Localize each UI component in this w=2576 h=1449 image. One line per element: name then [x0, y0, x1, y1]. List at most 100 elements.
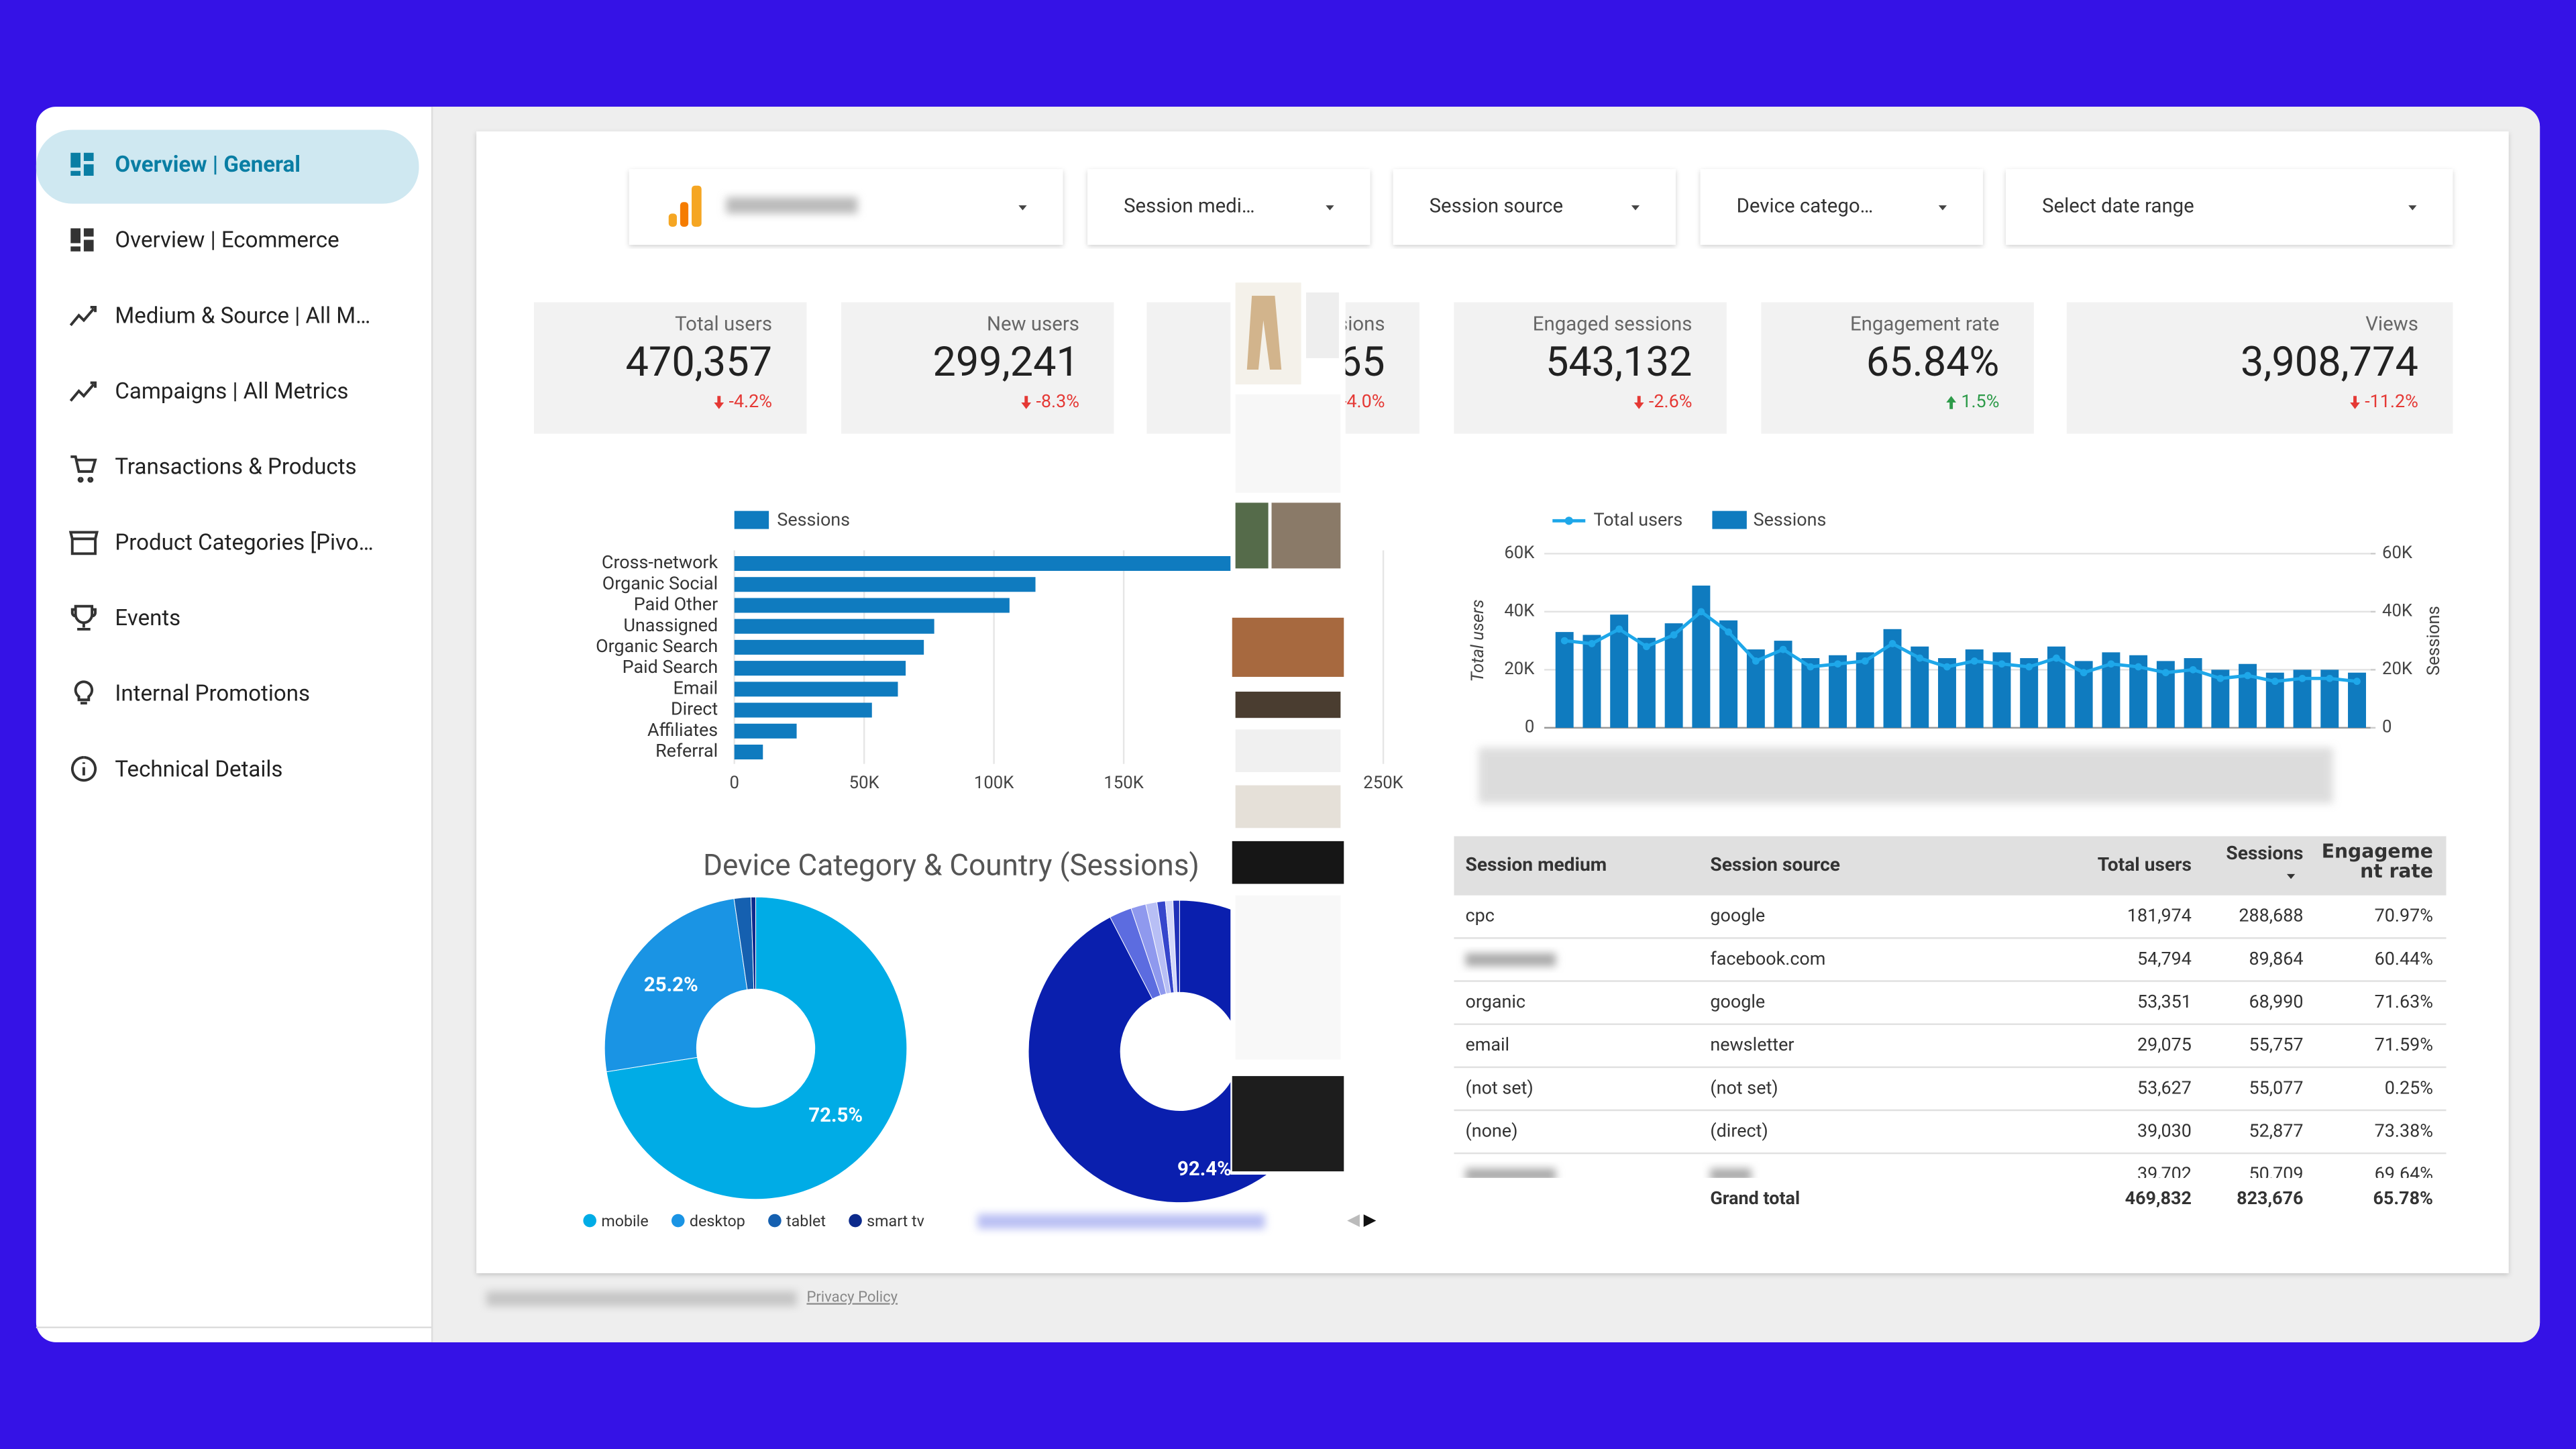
slice-label: 72.5%: [808, 1104, 863, 1127]
bar: [1637, 637, 1656, 728]
category-label: Organic Search: [596, 635, 718, 657]
nav-item[interactable]: Events: [115, 605, 180, 631]
legend-dot: [1564, 517, 1573, 525]
blurred-cell: [1710, 1168, 1752, 1178]
filter-label: Session medi…: [1124, 195, 1254, 217]
delta-arrow: [1021, 396, 1032, 409]
table-header: [1454, 836, 2447, 896]
bar: [734, 702, 872, 718]
table-cell: 55,077: [2249, 1077, 2304, 1098]
line-point: [1615, 625, 1623, 633]
nav-icon: [68, 531, 99, 555]
legend-label: desktop: [690, 1212, 745, 1230]
legend-next[interactable]: ▶: [1364, 1210, 1377, 1229]
legend-prev[interactable]: ◀: [1347, 1210, 1360, 1229]
table-cell: facebook.com: [1710, 948, 1825, 969]
scorecard-delta: -2.6%: [1649, 390, 1693, 412]
category-label: Direct: [671, 698, 718, 720]
nav-item[interactable]: Product Categories [Pivo…: [115, 529, 373, 555]
nav-icon: [70, 228, 94, 252]
scorecard-label: Total users: [675, 313, 772, 336]
nav-item[interactable]: Medium & Source | All M…: [115, 303, 370, 329]
bar: [1555, 632, 1574, 728]
legend-label: Sessions: [1754, 508, 1827, 530]
nav-icon: [69, 306, 97, 327]
nav-item[interactable]: Technical Details: [115, 756, 282, 782]
column-header[interactable]: Session source: [1710, 853, 1840, 875]
line-point: [1643, 643, 1650, 651]
bar: [734, 682, 898, 697]
table-cell: 73.38%: [2375, 1120, 2433, 1141]
table-cell: (not set): [1465, 1077, 1533, 1098]
filter-box[interactable]: [1700, 169, 1983, 245]
table-cell: 89,864: [2249, 948, 2304, 969]
table-cell: organic: [1465, 991, 1525, 1012]
bar: [1856, 652, 1874, 728]
line-point: [2216, 674, 2224, 682]
column-header[interactable]: Session medium: [1465, 853, 1607, 875]
column-header[interactable]: Total users: [2098, 853, 2192, 875]
legend-dot: [768, 1214, 782, 1228]
privacy-link[interactable]: Privacy Policy: [806, 1289, 898, 1306]
total-label: Grand total: [1710, 1187, 1800, 1209]
thumb: [1305, 292, 1339, 358]
column-header[interactable]: Engagement rate: [2321, 841, 2433, 883]
scorecard-value: 3,908,774: [2241, 337, 2418, 386]
column-header[interactable]: Sessions: [2226, 842, 2303, 864]
dropdown-arrow: [2408, 205, 2417, 211]
filter-box[interactable]: [2006, 169, 2453, 245]
y-axis-title: Total users: [1468, 600, 1488, 682]
line-point: [1916, 654, 1924, 662]
y-tick-label: 20K: [1504, 659, 1535, 679]
bar: [734, 723, 797, 739]
column-header-box: Engagement rate: [2321, 841, 2433, 883]
bar: [734, 619, 934, 634]
table-cell: 53,627: [2137, 1077, 2192, 1098]
filter-label: Select date range: [2042, 195, 2194, 217]
table-cell: 181,974: [2127, 905, 2192, 926]
filter-box[interactable]: [1393, 169, 1676, 245]
table-cell: 71.59%: [2375, 1034, 2433, 1055]
slice-label: 92.4%: [1177, 1158, 1232, 1181]
scorecard-delta: -4.2%: [729, 390, 772, 412]
nav-item[interactable]: Transactions & Products: [115, 454, 356, 480]
table-cell: (direct): [1710, 1120, 1768, 1141]
nav-icon: [69, 381, 97, 402]
filter-label: Session source: [1430, 195, 1564, 217]
line-point: [1943, 663, 1951, 671]
nav-item[interactable]: Internal Promotions: [115, 681, 310, 707]
y2-tick-label: 20K: [2382, 659, 2413, 679]
dropdown-arrow: [1938, 205, 1947, 211]
thumb: [1232, 1076, 1344, 1172]
blurred-legend: [977, 1214, 1265, 1229]
nav-item[interactable]: Campaigns | All Metrics: [115, 378, 348, 405]
line-point: [2025, 663, 2033, 671]
x-tick-label: 250K: [1363, 773, 1403, 793]
category-label: Unassigned: [623, 614, 718, 636]
scorecard-label: Engaged sessions: [1533, 313, 1693, 336]
filter-box[interactable]: [1087, 169, 1371, 245]
x-tick-label: 50K: [849, 773, 880, 793]
scorecard: [2066, 302, 2453, 434]
logo-bar: [668, 213, 677, 227]
line-point: [1560, 637, 1568, 645]
blurred-cell: [1465, 953, 1556, 967]
scorecard-value: 299,241: [932, 337, 1079, 386]
thumb: [1235, 729, 1341, 773]
thumb: [1235, 502, 1269, 569]
slice-label: 25.2%: [644, 973, 698, 996]
table-cell: 60.44%: [2375, 948, 2433, 969]
line-point: [1861, 657, 1869, 665]
line-point: [2161, 669, 2169, 677]
nav-item[interactable]: Overview | Ecommerce: [115, 227, 339, 254]
bar: [734, 598, 1010, 613]
legend-label: Sessions: [777, 508, 850, 530]
scorecard: [1454, 302, 1727, 434]
dropdown-arrow: [1018, 205, 1027, 211]
delta-arrow: [2350, 396, 2360, 409]
nav-icon: [70, 455, 97, 483]
bar: [734, 745, 763, 760]
category-label: Paid Search: [623, 656, 718, 678]
nav-item[interactable]: Overview | General: [115, 152, 301, 178]
line-point: [2107, 660, 2115, 668]
